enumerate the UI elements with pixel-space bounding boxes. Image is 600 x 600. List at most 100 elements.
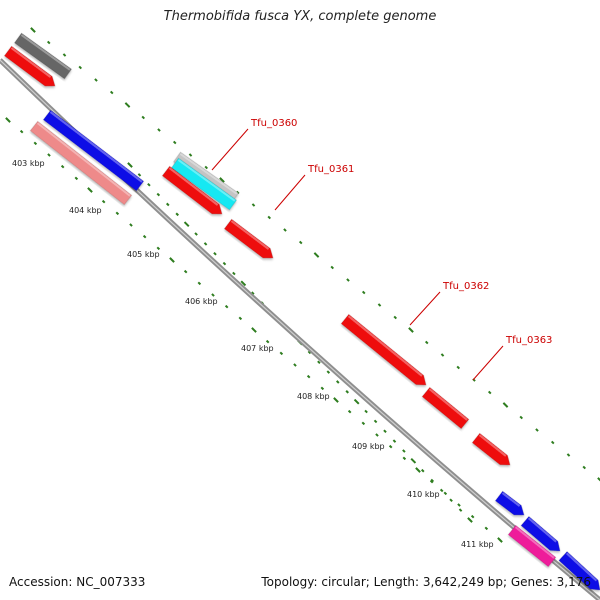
tick-dot <box>336 380 340 384</box>
tick-dot <box>109 90 114 95</box>
gene-feature[interactable] <box>170 157 238 211</box>
gene-feature[interactable] <box>13 32 73 80</box>
tick-dot <box>224 304 229 309</box>
tick-dot <box>388 444 393 449</box>
tick-dot <box>535 428 539 432</box>
tick-dot <box>166 202 170 207</box>
tick-dot <box>467 517 473 523</box>
tick-dot <box>78 65 83 70</box>
tick-dot <box>430 478 434 483</box>
tick-dot <box>33 141 38 146</box>
tick-dot <box>293 363 297 367</box>
tick-dot <box>408 327 414 333</box>
gene-label-leader <box>472 345 504 381</box>
tick-dot <box>115 211 120 216</box>
tick-dot <box>279 351 284 356</box>
tick-dot <box>393 315 398 320</box>
tick-dot <box>470 514 475 519</box>
gene-feature[interactable] <box>42 109 145 192</box>
tick-dot <box>5 117 11 123</box>
tick-dot <box>87 187 93 193</box>
tick-dot <box>502 402 509 408</box>
tick-dot <box>566 453 571 457</box>
position-tick-label: 407 kbp <box>241 344 274 353</box>
tick-dot <box>157 128 161 132</box>
tick-dot <box>30 27 36 33</box>
tick-dot <box>204 165 209 170</box>
topology-summary: Topology: circular; Length: 3,642,249 bp… <box>261 575 591 589</box>
tick-dot <box>127 162 133 168</box>
tick-dot <box>383 429 387 434</box>
tick-dot <box>410 458 417 464</box>
tick-dot <box>346 278 350 282</box>
tick-dot <box>402 456 407 461</box>
tick-dot <box>129 223 133 227</box>
gene-label[interactable]: Tfu_0363 <box>505 335 552 346</box>
gene-feature[interactable] <box>421 386 470 430</box>
tick-dot <box>74 176 79 181</box>
gene-label[interactable]: Tfu_0360 <box>250 118 297 129</box>
tick-dot <box>219 177 225 183</box>
gene-label[interactable]: Tfu_0362 <box>442 281 489 292</box>
gene-feature[interactable] <box>520 515 564 555</box>
tick-dot <box>46 40 51 45</box>
tick-dot <box>353 398 360 405</box>
tick-dot <box>415 467 421 473</box>
gene-feature[interactable] <box>507 524 557 568</box>
tick-dot <box>421 468 425 473</box>
gene-feature[interactable] <box>340 313 430 389</box>
tick-dot <box>101 199 106 204</box>
tick-dot <box>550 440 555 445</box>
gene-feature[interactable] <box>471 432 513 469</box>
tick-dot <box>213 251 217 256</box>
tick-dot <box>457 503 461 507</box>
tick-dot <box>317 360 321 364</box>
tick-dot <box>439 488 444 493</box>
tick-dot <box>484 526 489 531</box>
gene-feature[interactable] <box>3 45 58 91</box>
tick-dot <box>298 240 303 245</box>
position-tick-label: 408 kbp <box>297 392 330 401</box>
tick-dot <box>60 164 65 169</box>
tick-dot <box>429 479 434 484</box>
tick-dot <box>402 449 406 453</box>
tick-dot <box>222 261 227 266</box>
tick-dot <box>251 291 255 295</box>
tick-dot <box>283 228 287 232</box>
tick-dot <box>147 182 151 187</box>
tick-dot <box>313 252 320 258</box>
tick-dot <box>183 269 188 274</box>
position-ticks: 403 kbp 404 kbp 405 kbp 406 kbp 407 kbp 408 k… <box>12 159 494 549</box>
position-tick-label: 403 kbp <box>12 159 45 168</box>
tick-dot <box>203 242 208 246</box>
tick-dot <box>307 350 312 355</box>
map-title: Thermobifida fusca YX, complete genome <box>163 9 437 24</box>
gene-feature[interactable] <box>223 218 276 263</box>
tick-dot <box>238 316 243 321</box>
tick-dot <box>373 419 378 424</box>
tick-dot <box>156 246 161 251</box>
tick-dot <box>175 212 179 217</box>
tick-dot <box>156 192 161 197</box>
tick-dot <box>194 232 198 236</box>
gene-labels: Tfu_0360 Tfu_0361 Tfu_0362 Tfu_0363 <box>211 118 552 381</box>
tick-dot <box>142 234 147 239</box>
gene-label-leader <box>274 174 306 211</box>
tick-dot <box>62 53 67 57</box>
gene-feature[interactable] <box>29 120 133 206</box>
tick-dot <box>320 386 325 391</box>
tick-dot <box>497 537 503 543</box>
tick-dot <box>449 498 453 503</box>
gene-label-leader <box>211 128 249 171</box>
gene-features <box>3 32 600 595</box>
gene-feature[interactable] <box>558 551 600 595</box>
tick-dot <box>361 290 366 295</box>
gene-label[interactable]: Tfu_0361 <box>307 164 354 175</box>
tick-dot <box>375 433 379 437</box>
tick-dot <box>19 129 24 134</box>
gene-feature[interactable] <box>161 165 225 219</box>
gene-feature[interactable] <box>494 490 527 520</box>
tick-dot <box>251 327 257 333</box>
tick-dot <box>333 397 339 403</box>
